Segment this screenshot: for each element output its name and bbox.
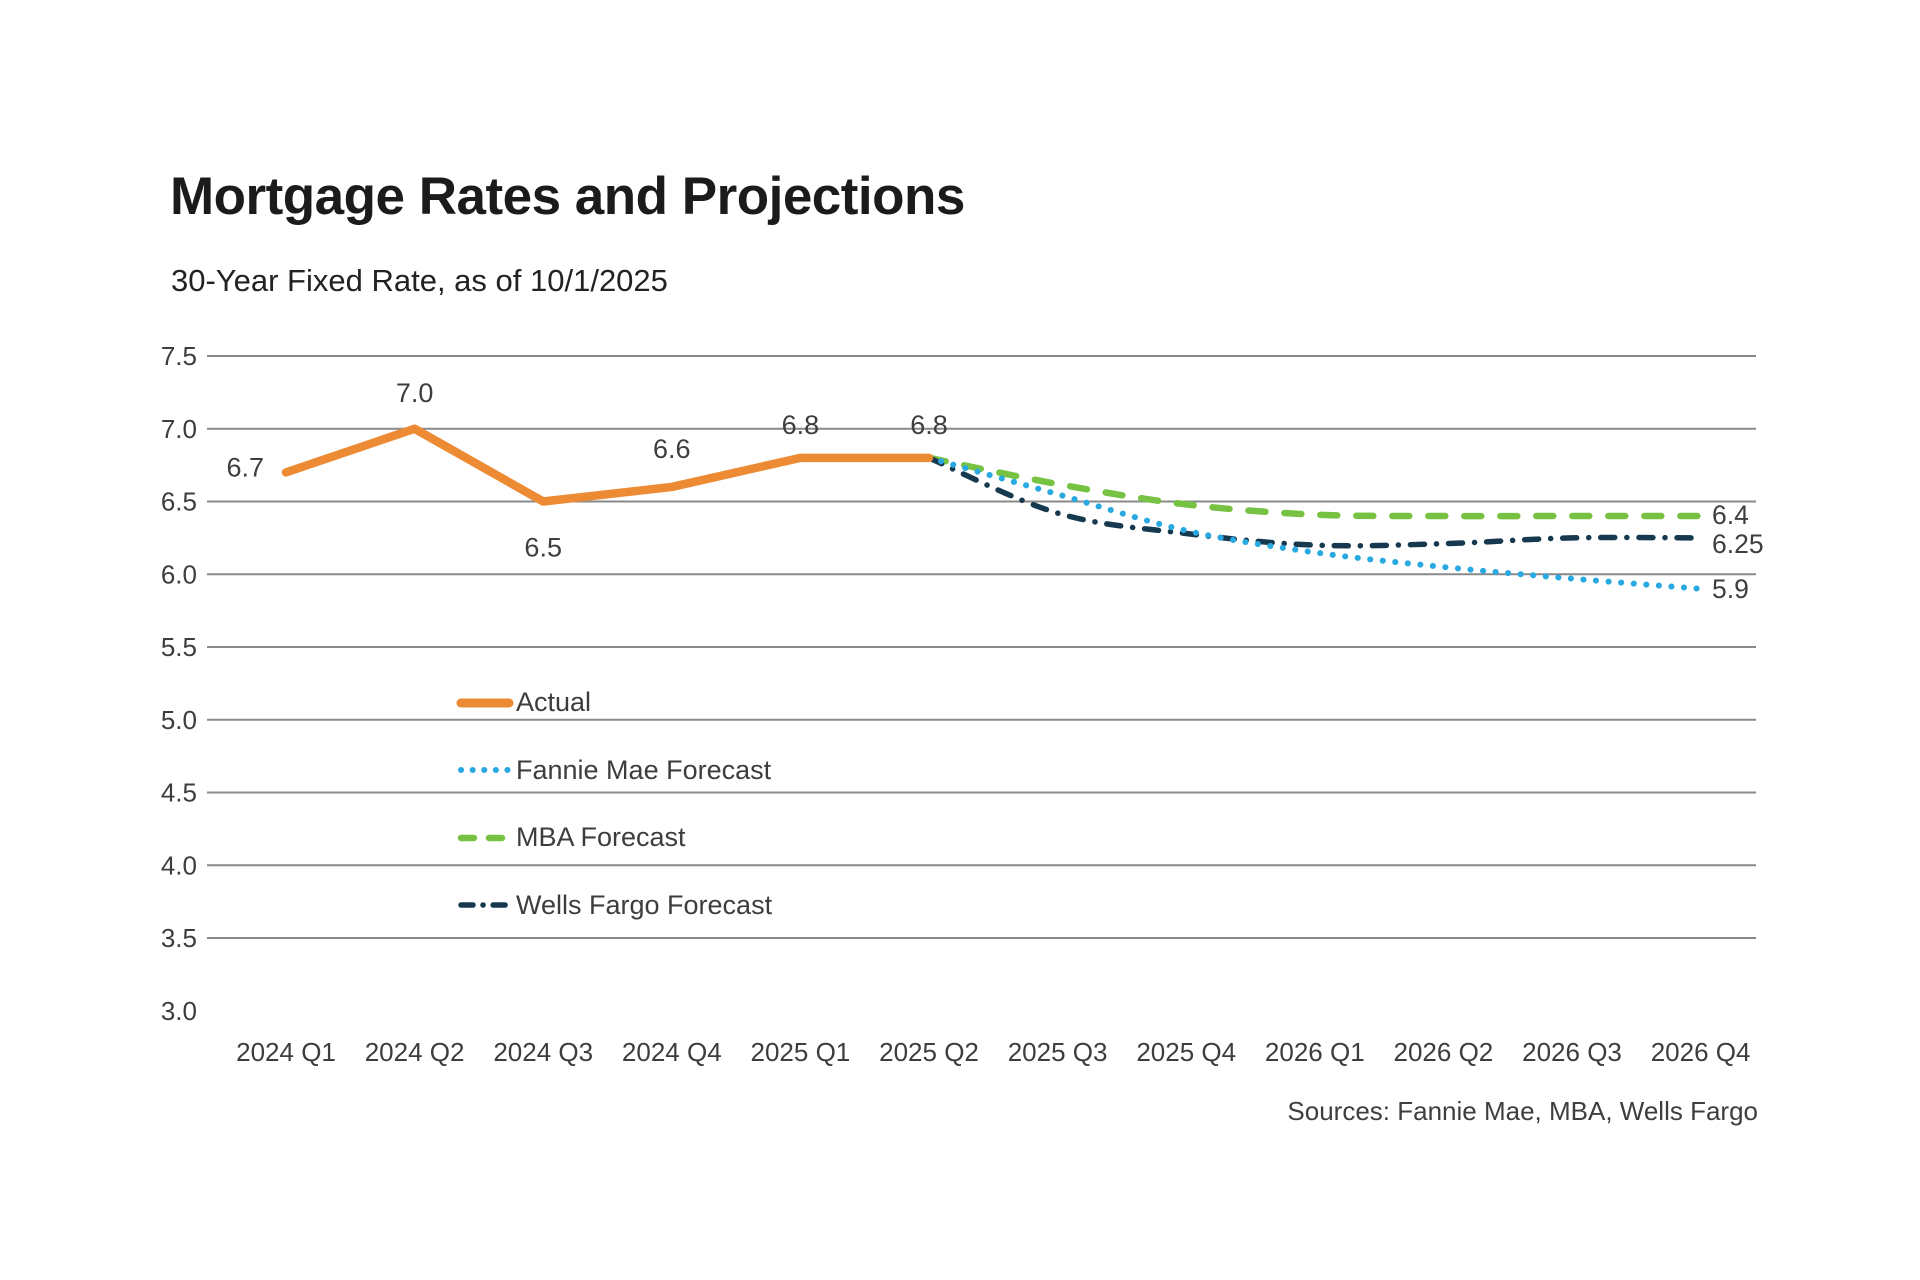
data-point-label: 6.7: [226, 452, 264, 482]
series-line-fannie-mae-forecast: [926, 454, 1704, 592]
legend-item-wells-fargo: Wells Fargo Forecast: [455, 889, 773, 920]
chart-subtitle: 30-Year Fixed Rate, as of 10/1/2025: [171, 263, 668, 298]
x-tick-label: 2024 Q2: [365, 1037, 465, 1067]
data-point-label: 6.5: [524, 533, 562, 563]
data-point-label: 6.6: [653, 434, 691, 464]
data-point-label: 6.8: [910, 410, 948, 440]
legend-item-fannie-mae: Fannie Mae Forecast: [455, 754, 772, 785]
x-tick-label: 2025 Q2: [879, 1037, 979, 1067]
y-tick-label: 3.5: [161, 923, 197, 953]
source-note: Sources: Fannie Mae, MBA, Wells Fargo: [1287, 1096, 1758, 1126]
x-tick-label: 2026 Q4: [1651, 1037, 1751, 1067]
legend-swatch-mba-dashed-line: [457, 834, 513, 841]
chart-legend: Actual Fannie Mae Forecast MBA Forecast …: [455, 687, 773, 959]
legend-swatch-wells-fargo-dashdot-line: [458, 902, 512, 908]
legend-label-wells-fargo: Wells Fargo Forecast: [516, 889, 773, 920]
series-line-mba-forecast: [925, 454, 1704, 520]
y-tick-label: 3.0: [161, 996, 197, 1026]
series-end-value-label: 6.4: [1712, 500, 1749, 530]
y-tick-label: 7.0: [161, 414, 197, 444]
x-tick-label: 2024 Q1: [236, 1037, 336, 1067]
y-tick-label: 6.5: [161, 487, 197, 517]
series-end-value-label: 6.25: [1712, 529, 1764, 559]
data-point-label: 6.8: [782, 410, 820, 440]
legend-item-actual: Actual: [455, 687, 772, 717]
y-tick-label: 4.5: [161, 778, 197, 808]
x-tick-label: 2026 Q3: [1522, 1037, 1622, 1067]
y-tick-label: 5.5: [161, 632, 197, 662]
y-tick-label: 7.5: [161, 341, 197, 371]
y-tick-label: 5.0: [161, 705, 197, 735]
legend-label-actual: Actual: [516, 687, 592, 717]
legend-label-fannie-mae: Fannie Mae Forecast: [516, 754, 772, 785]
x-tick-label: 2024 Q4: [622, 1037, 722, 1067]
x-tick-label: 2026 Q2: [1394, 1037, 1494, 1067]
page-title: Mortgage Rates and Projections: [170, 167, 965, 226]
x-tick-label: 2025 Q1: [751, 1037, 851, 1067]
x-tick-label: 2026 Q1: [1265, 1037, 1365, 1067]
y-tick-label: 6.0: [161, 559, 197, 589]
series-end-value-label: 5.9: [1712, 574, 1749, 604]
x-tick-label: 2024 Q3: [493, 1037, 593, 1067]
x-tick-label: 2025 Q4: [1136, 1037, 1236, 1067]
legend-item-mba: MBA Forecast: [455, 822, 772, 852]
legend-label-mba: MBA Forecast: [516, 822, 686, 852]
data-point-label: 7.0: [396, 378, 434, 408]
y-tick-label: 4.0: [161, 850, 197, 880]
x-tick-label: 2025 Q3: [1008, 1037, 1108, 1067]
series-line-actual: [281, 424, 934, 506]
legend-swatch-fannie-mae-dotted-line: [458, 767, 512, 773]
legend-swatch-actual-line: [456, 698, 514, 707]
series-line-wells-fargo-forecast: [926, 455, 1704, 549]
